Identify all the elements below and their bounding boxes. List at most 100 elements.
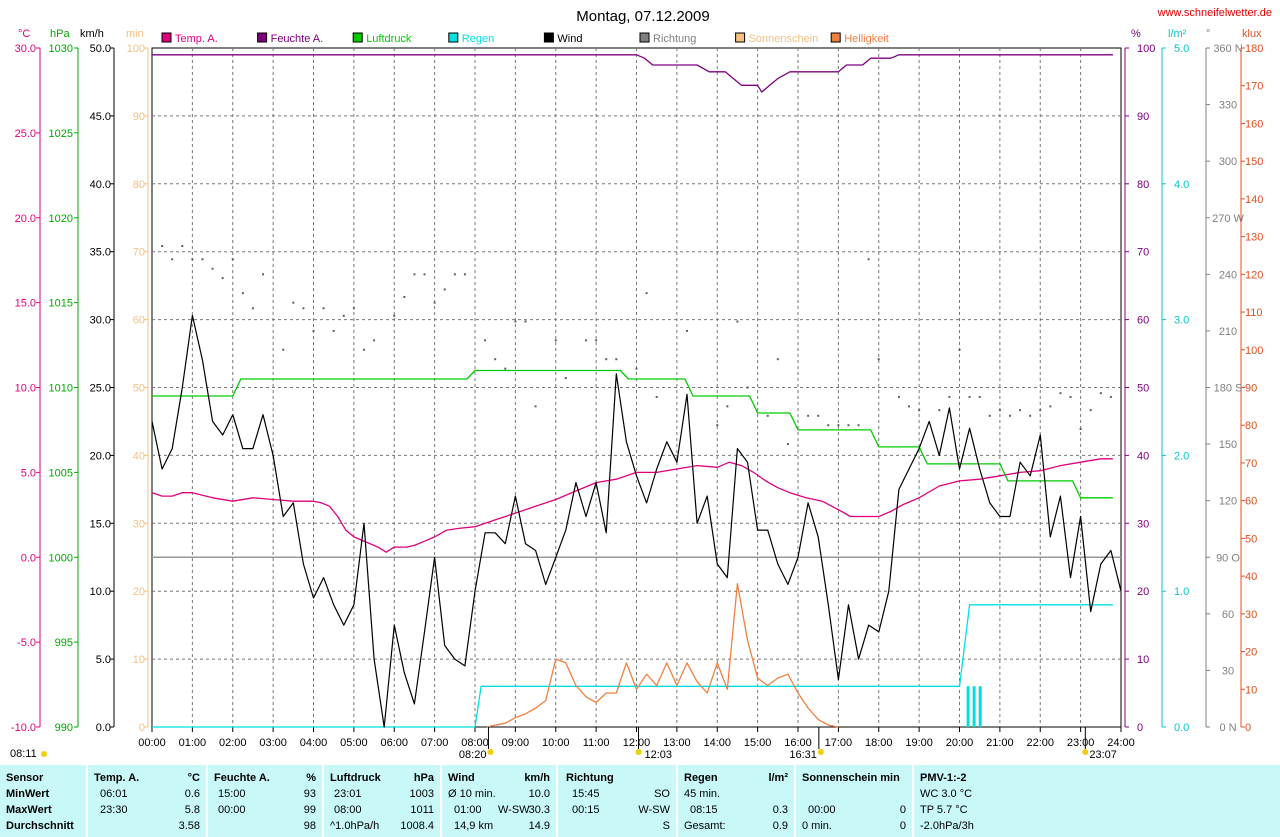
series-point-richtung	[443, 288, 446, 291]
dir-avg-value: S	[662, 820, 670, 832]
stats-col-sensor: Sensor MinWert MaxWert Durchschnitt	[0, 765, 88, 837]
series-point-richtung	[161, 245, 164, 248]
sun-max-value: 0	[899, 804, 906, 816]
series-point-richtung	[645, 292, 648, 295]
series-point-richtung	[1099, 392, 1102, 395]
series-line-luftdruck	[152, 369, 1113, 499]
series-line-temp-a	[151, 458, 1113, 553]
pmv-windchill: WC 3.0 °C	[920, 788, 973, 800]
sunrise-sun-icon	[487, 749, 494, 755]
series-point-richtung	[494, 358, 497, 361]
stats-header-pressure: Luftdruck	[330, 772, 381, 784]
press-avg-value: 1008.4	[400, 820, 434, 832]
pmv-dewpoint: TP 5.7 °C	[920, 804, 968, 816]
tick-label-lux: 120	[1245, 269, 1263, 281]
rain-rate-bar	[972, 686, 976, 727]
x-tick-label: 19:00	[905, 737, 933, 749]
tick-label-lux: 80	[1245, 420, 1257, 432]
tick-label-lux: 0	[1245, 722, 1251, 734]
series-point-richtung	[1029, 414, 1032, 417]
stats-col-wind: Wind km/h Ø 10 min. 10.0 01:00 W-SW 30.3…	[442, 765, 558, 837]
series-point-richtung	[1008, 414, 1011, 417]
stats-col-pmv: PMV-1:-2 WC 3.0 °C TP 5.7 °C -2.0hPa/3h	[914, 765, 1034, 837]
series-line-wind	[151, 314, 1122, 728]
tick-label-lux: 10	[1245, 684, 1257, 696]
tick-label-sun: 50	[133, 383, 145, 395]
stats-unit-humidity: %	[306, 772, 316, 784]
tick-label-sun: 90	[133, 111, 145, 123]
series-point-richtung	[1109, 395, 1112, 398]
temp-min-time: 06:01	[100, 788, 128, 800]
row-label-min: MinWert	[6, 788, 50, 800]
legend-label: Feuchte A.	[271, 33, 324, 45]
tick-label-wind: 40.0	[90, 179, 111, 191]
press-min-value: 1003	[409, 788, 434, 800]
x-tick-label: 16:00	[784, 737, 812, 749]
tick-label-pressure: 990	[55, 722, 73, 734]
unit-temp: °C	[18, 28, 30, 40]
tick-label-lux: 50	[1245, 533, 1257, 545]
moonset-label: 23:07	[1089, 749, 1117, 761]
tick-label-humidity: 90	[1137, 111, 1149, 123]
x-tick-label: 04:00	[300, 737, 328, 749]
wind-max-time: 01:00	[454, 804, 482, 816]
series-point-richtung	[211, 267, 214, 270]
sun-max-time: 00:00	[808, 804, 836, 816]
dir-min-time: 15:45	[572, 788, 600, 800]
tick-label-sun: 80	[133, 179, 145, 191]
row-label-max: MaxWert	[6, 804, 52, 816]
press-min-time: 23:01	[334, 788, 362, 800]
legend-label: Luftdruck	[366, 33, 412, 45]
tick-label-temp: 5.0	[21, 467, 36, 479]
stats-header-rain: Regen	[684, 772, 718, 784]
press-max-value: 1011	[410, 804, 434, 816]
tick-label-direction: 300	[1219, 156, 1237, 168]
grid	[151, 47, 1122, 728]
stats-unit-pressure: hPa	[413, 772, 434, 784]
chart-title: Montag, 07.12.2009	[576, 8, 709, 25]
x-tick-label: 09:00	[502, 737, 530, 749]
tick-label-humidity: 50	[1137, 383, 1149, 395]
tick-label-wind: 45.0	[90, 111, 111, 123]
x-tick-label: 23:00	[1067, 737, 1095, 749]
series-point-richtung	[524, 320, 527, 323]
legend-label: Helligkeit	[844, 33, 889, 45]
series-point-richtung	[1069, 395, 1072, 398]
series-point-richtung	[786, 443, 789, 446]
unit-rain: l/m²	[1168, 28, 1187, 40]
tick-label-temp: 15.0	[15, 298, 36, 310]
series-point-richtung	[1019, 409, 1022, 412]
x-tick-label: 18:00	[865, 737, 893, 749]
tick-label-lux: 150	[1245, 156, 1263, 168]
press-trend: ^1.0hPa/h	[330, 820, 380, 832]
wind-avg-value: 10.0	[528, 788, 550, 800]
tick-label-lux: 160	[1245, 118, 1263, 130]
tick-label-lux: 20	[1245, 647, 1257, 659]
series-point-richtung	[827, 424, 830, 427]
stats-header-pmv: PMV-1:-2	[920, 772, 967, 784]
tick-label-direction: 360 N	[1213, 43, 1242, 55]
legend-swatch	[543, 32, 554, 43]
x-tick-label: 22:00	[1026, 737, 1054, 749]
series-point-richtung	[908, 405, 911, 408]
x-tick-label: 03:00	[259, 737, 287, 749]
tick-label-pressure: 1030	[49, 43, 73, 55]
series-line-regen	[152, 604, 1113, 728]
series-point-richtung	[635, 367, 638, 370]
x-tick-label: 13:00	[663, 737, 691, 749]
tick-label-direction: 150	[1219, 439, 1237, 451]
series-point-richtung	[413, 273, 416, 276]
hum-max-value: 99	[303, 804, 316, 816]
series-point-richtung	[857, 424, 860, 427]
series-point-richtung	[191, 258, 194, 261]
tick-label-pressure: 1015	[49, 298, 73, 310]
hum-min-time: 15:00	[218, 788, 246, 800]
stats-unit-wind: km/h	[524, 772, 550, 784]
site-link[interactable]: www.schneifelwetter.de	[1157, 7, 1272, 19]
pmv-pressure-trend: -2.0hPa/3h	[920, 820, 974, 832]
prev-sunset-label: 08:11	[10, 748, 37, 760]
series-point-richtung	[231, 258, 234, 261]
tick-label-sun: 40	[133, 450, 145, 462]
series-point-richtung	[918, 409, 921, 412]
tick-label-wind: 5.0	[96, 654, 111, 666]
